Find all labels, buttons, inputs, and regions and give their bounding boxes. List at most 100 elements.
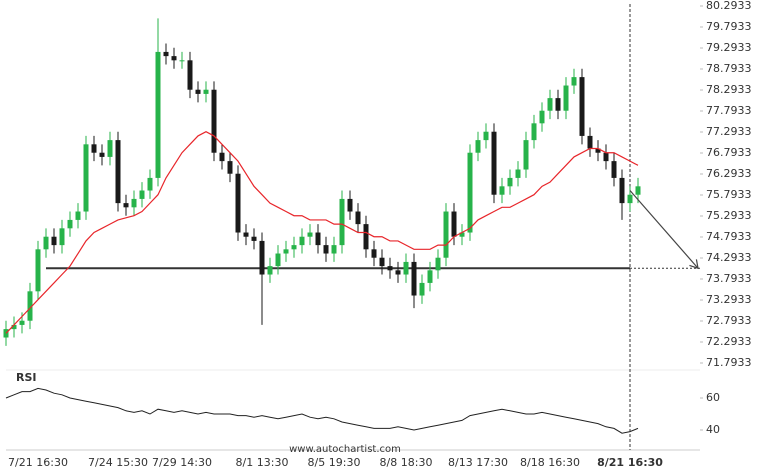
candle-body bbox=[283, 249, 289, 254]
y-tick-label: 79.2933 bbox=[706, 41, 752, 54]
candle-body bbox=[531, 123, 537, 141]
candle-body bbox=[267, 266, 273, 275]
y-tick-label: 78.7933 bbox=[706, 62, 752, 75]
candle-body bbox=[59, 228, 65, 246]
candle-body bbox=[491, 131, 497, 195]
y-tick-label: 78.2933 bbox=[706, 83, 752, 96]
candle-body bbox=[571, 77, 577, 86]
x-tick-label: 8/1 13:30 bbox=[236, 456, 289, 469]
candle-body bbox=[179, 60, 185, 62]
forecast-arrowhead bbox=[689, 259, 699, 270]
candle-body bbox=[107, 140, 113, 157]
candle-body bbox=[419, 282, 425, 296]
x-tick-label: 8/8 18:30 bbox=[380, 456, 433, 469]
candle-body bbox=[235, 173, 241, 233]
candle-body bbox=[347, 198, 353, 212]
candle-body bbox=[475, 140, 481, 153]
y-tick-label: 73.7933 bbox=[706, 272, 752, 285]
x-tick-label: 8/18 16:30 bbox=[520, 456, 580, 469]
candle-body bbox=[331, 245, 337, 254]
candle-body bbox=[523, 140, 529, 170]
candle-body bbox=[163, 51, 169, 57]
y-tick-label: 74.2933 bbox=[706, 251, 752, 264]
x-tick-label: 7/24 15:30 bbox=[88, 456, 148, 469]
candle-body bbox=[155, 51, 161, 178]
candle-body bbox=[515, 169, 521, 178]
candle-body bbox=[211, 89, 217, 153]
y-tick-label: 75.7933 bbox=[706, 188, 752, 201]
candle-body bbox=[307, 232, 313, 237]
candle-body bbox=[411, 261, 417, 296]
candle-body bbox=[427, 270, 433, 283]
candle-body bbox=[459, 232, 465, 237]
candle-body bbox=[195, 89, 201, 94]
candle-body bbox=[451, 211, 457, 237]
candle-body bbox=[627, 194, 633, 204]
x-tick-label: 7/21 16:30 bbox=[8, 456, 68, 469]
candle-body bbox=[547, 98, 553, 111]
candle-body bbox=[227, 161, 233, 174]
candle-body bbox=[51, 236, 57, 246]
candle-body bbox=[115, 140, 121, 204]
y-tick-label: 72.7933 bbox=[706, 314, 752, 327]
candle-body bbox=[219, 152, 225, 162]
rsi-tick-label: 40 bbox=[706, 423, 720, 436]
forecast-arrow bbox=[629, 190, 699, 269]
candle-body bbox=[67, 219, 73, 229]
candle-body bbox=[11, 324, 17, 330]
candle-body bbox=[563, 85, 569, 111]
x-tick-label: 7/29 14:30 bbox=[152, 456, 212, 469]
candle-body bbox=[315, 232, 321, 246]
candle-body bbox=[467, 152, 473, 233]
y-tick-label: 73.2933 bbox=[706, 293, 752, 306]
candle-body bbox=[259, 240, 265, 275]
candle-body bbox=[371, 249, 377, 258]
y-tick-label: 80.2933 bbox=[706, 0, 752, 12]
candle-body bbox=[27, 291, 33, 321]
candle-body bbox=[403, 261, 409, 275]
candle-body bbox=[499, 186, 505, 195]
candle-body bbox=[251, 236, 257, 241]
candle-body bbox=[587, 135, 593, 149]
candle-body bbox=[339, 198, 345, 246]
candle-body bbox=[243, 232, 249, 237]
candle-body bbox=[75, 211, 81, 220]
candle-body bbox=[395, 270, 401, 275]
candle-body bbox=[363, 224, 369, 250]
candle-body bbox=[435, 257, 441, 271]
candle-body bbox=[299, 236, 305, 246]
candle-body bbox=[555, 98, 561, 111]
x-tick-label: 8/21 16:30 bbox=[597, 456, 663, 469]
y-tick-label: 79.7933 bbox=[706, 20, 752, 33]
candle-body bbox=[619, 177, 625, 204]
candle-body bbox=[539, 110, 545, 124]
y-tick-label: 77.2933 bbox=[706, 125, 752, 138]
candle-body bbox=[603, 152, 609, 162]
footer: www.autochartist.com bbox=[289, 444, 401, 455]
y-tick-label: 71.7933 bbox=[706, 356, 752, 369]
candle-body bbox=[99, 152, 105, 157]
candle-body bbox=[139, 190, 145, 199]
candle-body bbox=[275, 253, 281, 267]
rsi-label: RSI bbox=[16, 371, 37, 384]
y-tick-label: 74.7933 bbox=[706, 230, 752, 243]
candle-body bbox=[291, 245, 297, 250]
candle-body bbox=[147, 177, 153, 191]
candle-body bbox=[91, 144, 97, 153]
candle-body bbox=[379, 257, 385, 267]
y-tick-label: 76.7933 bbox=[706, 146, 752, 159]
candle-body bbox=[443, 211, 449, 258]
candle-body bbox=[83, 144, 89, 212]
y-tick-label: 75.2933 bbox=[706, 209, 752, 222]
candle-body bbox=[387, 266, 393, 271]
candle-body bbox=[35, 249, 41, 292]
candle-body bbox=[131, 198, 137, 208]
candle-body bbox=[595, 148, 601, 153]
candle-body bbox=[635, 186, 641, 195]
y-tick-label: 77.7933 bbox=[706, 104, 752, 117]
candle-body bbox=[483, 131, 489, 141]
candle-body bbox=[579, 77, 585, 136]
candle-body bbox=[611, 161, 617, 178]
candle-body bbox=[323, 245, 329, 254]
